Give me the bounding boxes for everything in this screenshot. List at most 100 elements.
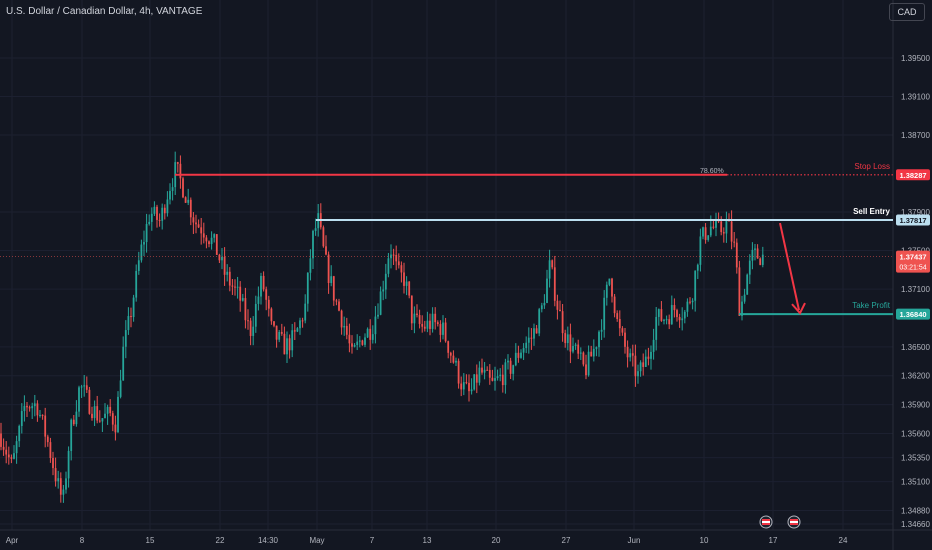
candle-body [421,323,424,327]
flag-icon-stripe [762,521,770,523]
candle-body [410,295,413,324]
candle-body [491,377,494,381]
candle-body [239,286,242,301]
candle-body [561,311,564,334]
candle-body [260,275,262,297]
candle-body [564,333,567,344]
candle-body [670,305,673,325]
candle-body [569,334,572,352]
candle-body [465,382,468,384]
candle-body [72,419,75,425]
candle-body [75,411,78,425]
time-tick-label: 7 [370,536,375,545]
price-tick-label: 1.35100 [901,478,930,487]
candle-body [13,453,15,459]
candle-body [644,356,647,367]
candle-body [369,328,372,340]
candle-body [101,418,104,422]
candle-body [533,328,535,339]
price-tick-label: 1.35600 [901,429,930,438]
candle-body [91,413,93,419]
candle-body [712,226,715,228]
stop-loss-tag-label: 1.38287 [899,171,926,180]
candle-body [525,342,528,349]
candle-body [686,301,689,312]
time-tick-label: 13 [423,536,432,545]
candle-body [621,328,624,333]
candle-body [153,206,156,214]
sell-entry-tag [896,214,930,226]
candle-body [67,450,70,479]
candle-body [566,334,569,344]
candle-body [683,311,686,319]
candle-body [611,278,613,297]
candle-body [10,457,13,459]
candle-body [322,227,325,247]
candle-body [358,340,361,342]
candle-body [327,254,330,284]
candle-body [231,285,234,287]
candle-body [59,478,62,495]
candle-body [109,406,112,414]
candle-body [637,371,639,377]
candle-body [273,321,275,326]
price-tick-label: 1.38700 [901,131,930,140]
candle-body [696,264,699,271]
flag-icon-stripe [790,521,798,523]
candle-body [158,219,161,221]
candle-body [616,313,619,320]
candle-body [111,413,114,425]
candle-body [291,330,294,351]
candle-body [122,346,125,381]
candle-body [540,305,543,310]
candle-body [535,328,538,334]
candle-body [244,298,247,321]
candle-body [473,374,476,390]
candle-body [119,380,122,397]
candle-body [665,319,668,321]
take-profit-tag-label: 1.36840 [899,310,926,319]
candle-body [46,436,49,443]
candle-body [618,319,621,329]
candle-body [738,267,741,316]
candle-body [96,406,99,421]
candle-body [2,446,5,450]
candle-body [416,313,418,316]
candle-body [348,334,351,344]
candle-body [520,352,522,358]
candle-body [462,382,465,390]
currency-button[interactable]: CAD [889,3,925,21]
candle-body [418,315,421,324]
candle-body [379,291,382,315]
price-tick-label: 1.34880 [901,507,930,516]
candle-body [592,348,595,357]
candle-body [691,300,694,303]
candle-body [371,334,374,340]
candle-body [395,254,398,262]
price-tick-label: 1.36200 [901,372,930,381]
candle-body [127,316,130,331]
candle-body [213,234,216,238]
candle-body [262,275,265,290]
candle-body [605,284,608,298]
sell-entry-label: Sell Entry [853,207,890,216]
candle-body [93,406,96,419]
candle-body [223,256,226,275]
candle-body [707,235,710,240]
time-tick-label: 27 [562,536,571,545]
candle-body [345,325,348,335]
candle-body [486,369,489,371]
candle-body [574,344,577,346]
candle-body [278,331,281,340]
candle-body [267,299,270,309]
candle-body [340,310,343,328]
candle-body [538,309,541,334]
candle-body [481,367,483,373]
candle-body [507,360,509,363]
candle-body [20,411,23,427]
candle-body [15,441,18,454]
candle-body [197,224,200,228]
candle-body [548,260,551,279]
